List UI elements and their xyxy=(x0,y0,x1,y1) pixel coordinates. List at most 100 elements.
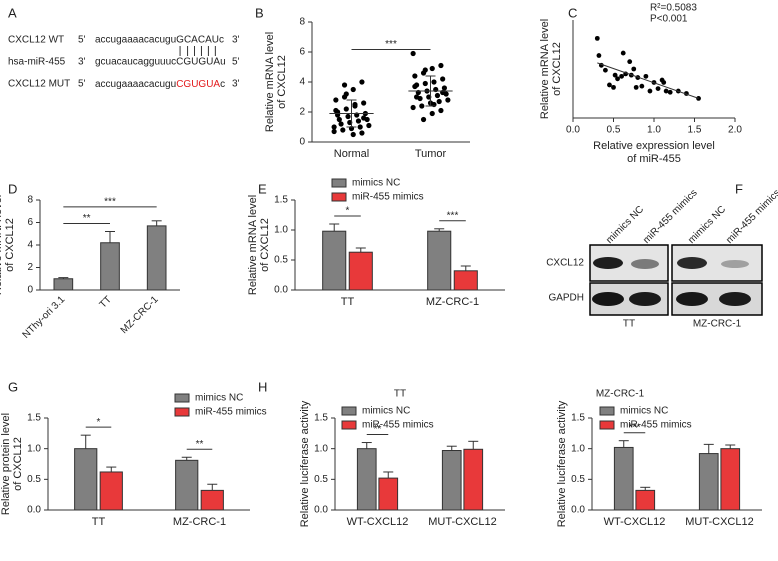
y-axis-label: Relative mRNA level xyxy=(0,195,4,295)
data-point xyxy=(429,65,435,72)
significance-label: *** xyxy=(447,210,459,221)
x-tick-label: TT xyxy=(341,296,355,308)
data-point xyxy=(333,97,339,103)
y-axis-label: Relative mRNA level xyxy=(539,19,551,119)
y-axis-label: Relative luciferase activity xyxy=(556,400,568,527)
lane-label: mimics NC xyxy=(604,204,646,246)
y-axis-label: of CXCL12 xyxy=(12,437,24,491)
end-label: 5' xyxy=(78,79,86,90)
legend-swatch xyxy=(331,178,347,188)
bar xyxy=(100,242,120,291)
x-tick-label: MZ-CRC-1 xyxy=(173,516,226,528)
y-tick-label: 0 xyxy=(27,285,33,296)
x-tick-label: MUT-CXCL12 xyxy=(428,516,496,528)
y-tick-label: 8 xyxy=(299,17,305,28)
y-tick-label: 1.5 xyxy=(27,413,41,424)
legend-label: mimics NC xyxy=(362,406,410,417)
bar xyxy=(74,448,98,511)
y-tick-label: 0.0 xyxy=(27,505,41,516)
row-name: CXCL12 MUT xyxy=(8,79,70,90)
data-point xyxy=(355,118,362,124)
legend-swatch xyxy=(174,393,190,403)
data-point xyxy=(350,86,356,93)
data-point xyxy=(361,100,367,106)
end-label: 3' xyxy=(78,57,86,68)
significance-label: ** xyxy=(83,213,91,224)
data-point xyxy=(338,121,344,127)
y-tick-label: 0.0 xyxy=(314,505,328,516)
bar xyxy=(99,471,123,511)
lane-label: mimics NC xyxy=(686,204,728,246)
y-tick-label: 4 xyxy=(299,77,305,88)
x-axis-label: of miR-455 xyxy=(627,153,681,165)
data-point xyxy=(419,103,425,109)
end-label: 5' xyxy=(232,57,240,68)
bar xyxy=(720,448,741,511)
legend-label: miR-455 mimics xyxy=(362,420,434,431)
data-point xyxy=(663,88,669,94)
sequence-part: c xyxy=(220,79,225,90)
significance-label: *** xyxy=(629,422,641,433)
y-tick-label: 6 xyxy=(299,47,305,58)
y-axis-label: Relative luciferase activity xyxy=(299,400,311,527)
protein-label: GAPDH xyxy=(548,293,584,304)
y-tick-label: 1.0 xyxy=(27,443,41,454)
data-point xyxy=(619,73,624,79)
legend-label: miR-455 mimics xyxy=(195,407,267,418)
data-point xyxy=(422,80,428,87)
y-axis-label: Relative protein level xyxy=(0,413,12,515)
bar xyxy=(356,448,377,511)
data-point xyxy=(431,79,437,85)
data-point xyxy=(331,124,337,130)
group-label: MZ-CRC-1 xyxy=(693,319,742,330)
row-name: hsa-miR-455 xyxy=(8,57,66,68)
y-tick-label: 0 xyxy=(299,137,305,148)
lane-label: miR-455 mimics xyxy=(724,188,778,246)
row-name: CXCL12 WT xyxy=(8,35,64,46)
data-point xyxy=(343,91,349,97)
y-tick-label: 4 xyxy=(27,240,33,251)
fit-line xyxy=(597,62,699,99)
legend-label: mimics NC xyxy=(620,406,668,417)
significance-label: ** xyxy=(196,439,204,450)
data-point xyxy=(627,59,633,65)
bar xyxy=(146,225,167,291)
data-point xyxy=(667,89,673,95)
x-tick-label: 1.5 xyxy=(688,125,702,136)
bar xyxy=(441,450,462,511)
data-point xyxy=(336,116,342,123)
data-point xyxy=(343,106,349,112)
bar xyxy=(613,446,634,511)
bar xyxy=(698,453,719,511)
x-tick-label: 2.0 xyxy=(728,125,742,136)
bar xyxy=(53,278,74,291)
legend-swatch xyxy=(599,420,615,430)
y-tick-label: 0.5 xyxy=(27,474,41,485)
data-point xyxy=(596,53,602,58)
chart-title: MZ-CRC-1 xyxy=(596,389,645,400)
bar xyxy=(635,489,656,511)
data-point xyxy=(647,88,653,94)
protein-label: CXCL12 xyxy=(546,258,584,269)
sequence-part: accugaaaacacugu xyxy=(95,79,176,90)
y-axis-label: of CXCL12 xyxy=(551,42,563,96)
data-point xyxy=(445,97,451,103)
x-tick-label: Tumor xyxy=(415,148,447,160)
bar xyxy=(453,270,478,291)
data-point xyxy=(438,107,444,114)
data-point xyxy=(361,115,367,121)
x-tick-label: TT xyxy=(92,516,106,528)
y-tick-label: 1.0 xyxy=(274,225,288,236)
data-point xyxy=(412,73,418,79)
data-point xyxy=(607,82,612,88)
bar xyxy=(427,230,452,291)
legend-swatch xyxy=(174,407,190,417)
bar xyxy=(322,230,347,291)
end-label: 5' xyxy=(78,35,86,46)
x-tick-label: MZ-CRC-1 xyxy=(426,296,479,308)
bar xyxy=(463,448,484,511)
panel-letter: D xyxy=(8,181,17,196)
end-label: 3' xyxy=(232,79,240,90)
blot xyxy=(589,244,763,316)
